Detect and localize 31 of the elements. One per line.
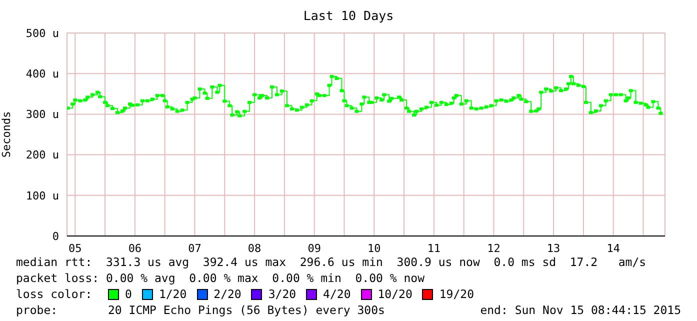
text: 10/20 — [376, 287, 412, 301]
text: median rtt: 331.3 us avg 392.4 us max 296.6 us min 300.9 us now 0.0 ms sd 17.2 am/s — [16, 255, 646, 269]
x-tick-label: 14 — [606, 242, 620, 255]
x-tick-label: 13 — [546, 242, 560, 255]
text: 20 ICMP Echo Pings (56 Bytes) every 300s — [108, 303, 385, 317]
text: 2/20 — [212, 287, 242, 301]
x-tick-label: 11 — [427, 242, 441, 255]
text: end: Sun Nov 15 08:44:15 2015 — [480, 303, 681, 317]
x-tick-label: 05 — [68, 242, 82, 255]
chart-title: Last 10 Days — [302, 8, 395, 23]
text: 4/20 — [322, 287, 351, 301]
y-tick-label: 500 u — [26, 26, 59, 40]
y-tick-label: 0 — [52, 230, 59, 243]
text: 0 — [124, 287, 132, 301]
text: 3/20 — [267, 287, 296, 301]
text: 1/20 — [158, 287, 187, 301]
y-tick-label: 200 u — [26, 148, 59, 162]
x-tick-label: 09 — [308, 242, 321, 255]
text: probe: — [16, 303, 59, 317]
text: 19/20 — [438, 287, 474, 301]
y-axis-title: Seconds — [0, 111, 13, 158]
text: packet loss: 0.00 % avg 0.00 % max 0.00 % min 0.00 % now — [16, 271, 424, 285]
x-tick-label: 12 — [487, 242, 500, 255]
x-tick-label: 08 — [248, 242, 262, 255]
x-tick-label: 07 — [188, 242, 202, 255]
y-tick-label: 400 u — [26, 68, 59, 81]
y-tick-label: 300 u — [26, 108, 59, 122]
x-tick-label: 06 — [128, 242, 142, 255]
y-tick-label: 100 u — [26, 189, 59, 202]
text: loss color: — [16, 287, 94, 301]
x-tick-label: 10 — [368, 242, 381, 255]
